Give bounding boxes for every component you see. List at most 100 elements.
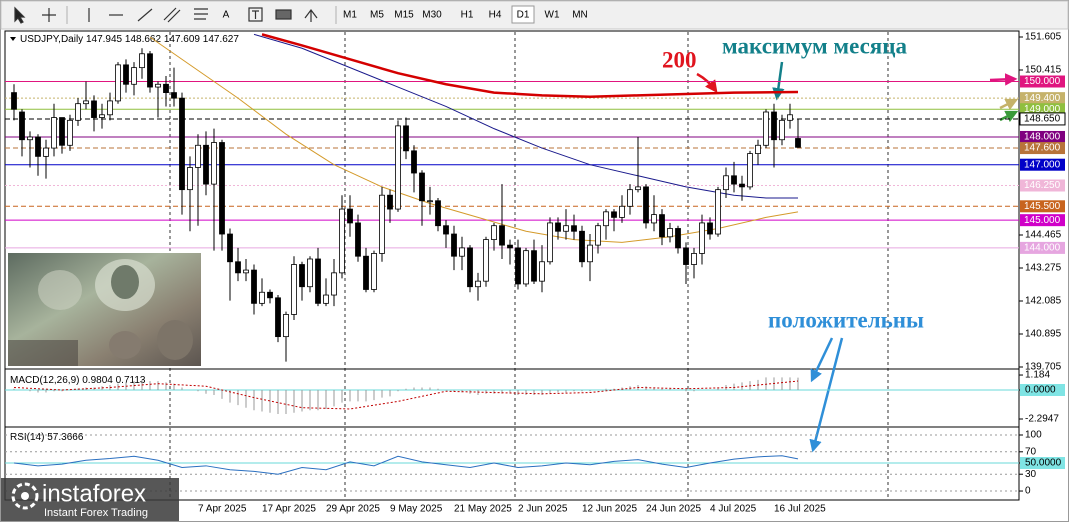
rsi-title: RSI(14) xyxy=(10,432,44,443)
y-tick-label: 0.0000 xyxy=(1025,385,1056,396)
y-tick-label: 70 xyxy=(1025,446,1037,457)
y-tick-label: 151.605 xyxy=(1025,32,1062,43)
collapse-icon[interactable] xyxy=(10,37,16,41)
candle-body xyxy=(355,222,361,257)
candle-body xyxy=(387,194,393,210)
moving-average xyxy=(261,33,799,99)
x-tick-label: 9 May 2025 xyxy=(390,504,443,515)
candle-body xyxy=(699,222,705,254)
fibo-tool[interactable] xyxy=(194,8,208,20)
level-label: 147.000 xyxy=(1024,159,1061,170)
timeframe-button[interactable]: H1 xyxy=(461,10,474,21)
candle-body xyxy=(307,258,313,288)
candle-body xyxy=(403,125,409,152)
low-value: 147.609 xyxy=(164,34,201,45)
candle-body xyxy=(627,189,633,207)
y-tick-label: 0 xyxy=(1025,486,1031,497)
candle-body xyxy=(683,247,689,265)
level-box xyxy=(1020,158,1065,171)
x-tick-label: 29 Apr 2025 xyxy=(326,504,380,515)
candle-body xyxy=(51,117,57,149)
candle-body xyxy=(539,261,545,282)
candle-body xyxy=(243,269,249,274)
level-label: 148.650 xyxy=(1024,114,1061,125)
crosshair-tool[interactable] xyxy=(42,8,56,22)
arrows-tool[interactable] xyxy=(304,9,318,22)
text-tool[interactable]: A xyxy=(223,10,230,21)
candle-body xyxy=(467,247,473,288)
candle-body xyxy=(251,269,257,304)
candle-body xyxy=(795,138,801,148)
plot-frame xyxy=(4,30,1020,501)
candle-body xyxy=(675,228,681,249)
candle-body xyxy=(315,258,321,304)
candle-body xyxy=(123,64,129,85)
candle-body xyxy=(195,144,201,168)
candle-body xyxy=(459,247,465,257)
logo: instaforex Instant Forex Trading xyxy=(1,478,179,521)
macd-header: MACD(12,26,9) 0.9804 0.7113 xyxy=(10,375,146,386)
cursor-tool[interactable] xyxy=(14,6,26,24)
channel-tool[interactable] xyxy=(163,7,181,23)
level-box xyxy=(1020,75,1065,88)
rect-tool[interactable] xyxy=(275,9,292,20)
candle-body xyxy=(107,100,113,116)
candle-body xyxy=(763,111,769,146)
candle-body xyxy=(755,144,761,155)
open-value: 147.945 xyxy=(86,34,123,45)
timeframe-button[interactable]: M30 xyxy=(422,10,442,21)
candle-body xyxy=(227,233,233,263)
y-tick-label: -2.2947 xyxy=(1025,414,1059,425)
level-box xyxy=(1020,103,1065,116)
candle-body xyxy=(779,119,785,141)
high-value: 148.662 xyxy=(125,34,162,45)
candle-body xyxy=(139,53,145,69)
candle-body xyxy=(563,225,569,232)
level-box xyxy=(1020,200,1065,213)
logo-name: instaforex xyxy=(42,480,146,507)
candle-body xyxy=(419,172,425,202)
candle-body xyxy=(179,97,185,191)
candle-body xyxy=(451,233,457,257)
level-label: 144.000 xyxy=(1024,243,1061,254)
candle-body xyxy=(723,175,729,191)
tick-box xyxy=(1020,457,1065,470)
annotation: 200 xyxy=(662,47,697,72)
candle-body xyxy=(171,92,177,99)
timeframe-button[interactable]: MN xyxy=(572,10,588,21)
candle-body xyxy=(35,136,41,157)
x-tick-label: 12 Jun 2025 xyxy=(582,504,637,515)
toolbar-icons xyxy=(14,6,337,24)
y-tick-label: 1.184 xyxy=(1025,370,1050,381)
level-label: 147.600 xyxy=(1024,143,1061,154)
timeframe-button[interactable]: D1 xyxy=(517,10,530,21)
level-label: 145.000 xyxy=(1024,215,1061,226)
candle-body xyxy=(771,111,777,141)
candle-body xyxy=(11,92,17,110)
timeframe-button[interactable]: M1 xyxy=(343,10,357,21)
x-tick-label: 24 Jun 2025 xyxy=(646,504,701,515)
candle-body xyxy=(91,100,97,118)
close-value: 147.627 xyxy=(203,34,240,45)
timeframe-button[interactable]: M15 xyxy=(394,10,414,21)
candle-body xyxy=(603,211,609,227)
candle-body xyxy=(691,253,697,265)
timeframe-button[interactable]: M5 xyxy=(370,10,384,21)
level-box xyxy=(1020,142,1065,155)
label-tool[interactable] xyxy=(248,7,263,22)
candle-body xyxy=(555,222,561,232)
candle-body xyxy=(379,194,385,254)
candle-body xyxy=(203,144,209,185)
macd-value: 0.9804 xyxy=(82,375,113,386)
x-tick-label: 21 May 2025 xyxy=(454,504,512,515)
timeframe-button[interactable]: W1 xyxy=(545,10,560,21)
rsi-line xyxy=(13,455,799,475)
candle-body xyxy=(635,186,641,191)
timeframe-button[interactable]: H4 xyxy=(489,10,502,21)
candle-body xyxy=(83,100,89,105)
candle-body xyxy=(547,222,553,263)
level-label: 149.000 xyxy=(1024,104,1061,115)
candle-body xyxy=(443,225,449,235)
trendline-tool[interactable] xyxy=(137,8,153,22)
